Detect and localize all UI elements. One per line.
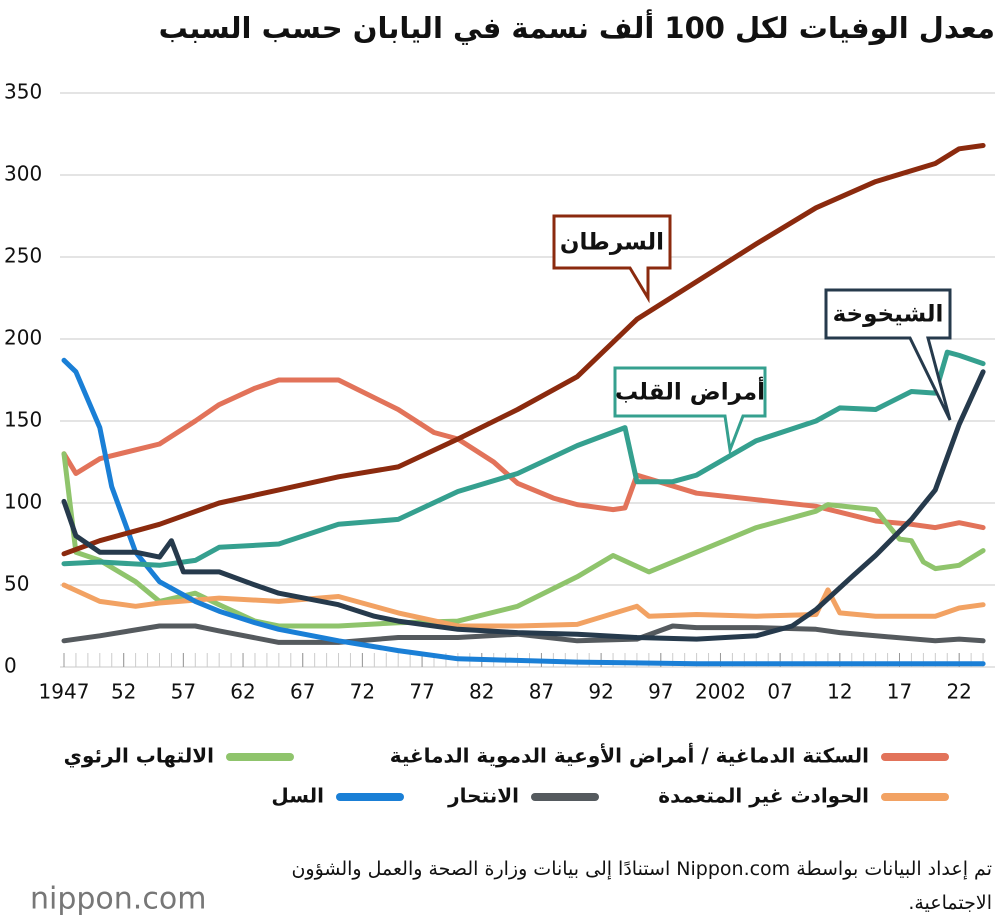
y-tick-label: 250 (4, 244, 42, 268)
x-tick-label: 62 (230, 680, 255, 704)
x-tick-label: 97 (648, 680, 673, 704)
y-tick-label: 100 (4, 490, 42, 514)
source-note: تم إعداد البيانات بواسطة Nippon.com استن… (291, 858, 992, 914)
x-tick-label: 17 (887, 680, 912, 704)
callout-box (552, 214, 672, 304)
legend-label: الحوادث غير المتعمدة (658, 784, 869, 808)
callout-box (613, 366, 767, 456)
x-tick-label: 57 (171, 680, 196, 704)
y-tick-label: 350 (4, 80, 42, 104)
y-tick-label: 200 (4, 326, 42, 350)
legend-label: السكتة الدماغية / أمراض الأوعية الدموية … (390, 742, 869, 768)
x-tick-label: 2002 (695, 680, 746, 704)
callout-box (824, 288, 952, 421)
series-line (61, 451, 986, 629)
series-line (61, 377, 986, 531)
x-tick-label: 1947 (39, 680, 90, 704)
legend-label: الالتهاب الرئوي (64, 744, 214, 769)
callout-label: السرطان (560, 230, 664, 256)
legend-label: السل (271, 784, 324, 808)
x-tick-label: 67 (290, 680, 315, 704)
chart-title: معدل الوفيات لكل 100 ألف نسمة في اليابان… (159, 9, 995, 45)
x-tick-label: 07 (767, 680, 792, 704)
series-line (61, 623, 986, 645)
x-tick-label: 52 (111, 680, 136, 704)
x-tick-label: 77 (409, 680, 434, 704)
x-tick-label: 12 (827, 680, 852, 704)
series-line (61, 357, 986, 667)
y-tick-label: 150 (4, 408, 42, 432)
x-tick-label: 92 (588, 680, 613, 704)
callout-label: أمراض القلب (615, 376, 765, 406)
y-tick-label: 300 (4, 162, 42, 186)
logo: nippon.com (30, 882, 206, 917)
series-line (61, 143, 986, 557)
y-tick-label: 50 (4, 572, 29, 596)
legend-label: الانتحار (447, 784, 519, 808)
x-tick-label: 82 (469, 680, 494, 704)
x-tick-label: 22 (946, 680, 971, 704)
callout-label: الشيخوخة (833, 302, 944, 328)
series-line (61, 369, 986, 642)
x-tick-label: 72 (350, 680, 375, 704)
y-tick-label: 0 (4, 654, 17, 678)
x-tick-label: 87 (529, 680, 554, 704)
series-line (61, 349, 986, 568)
